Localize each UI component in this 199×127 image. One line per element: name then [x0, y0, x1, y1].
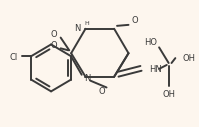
Text: HN: HN: [149, 65, 162, 74]
Text: O: O: [51, 41, 57, 50]
Text: OH: OH: [183, 54, 196, 63]
Text: HO: HO: [144, 38, 157, 47]
Text: O: O: [132, 17, 139, 25]
Text: O: O: [51, 30, 57, 39]
Text: Cl: Cl: [10, 53, 18, 62]
Text: N: N: [74, 24, 81, 33]
Text: N: N: [84, 74, 91, 83]
Text: O: O: [99, 87, 105, 96]
Text: H: H: [84, 21, 89, 26]
Text: OH: OH: [162, 90, 175, 99]
